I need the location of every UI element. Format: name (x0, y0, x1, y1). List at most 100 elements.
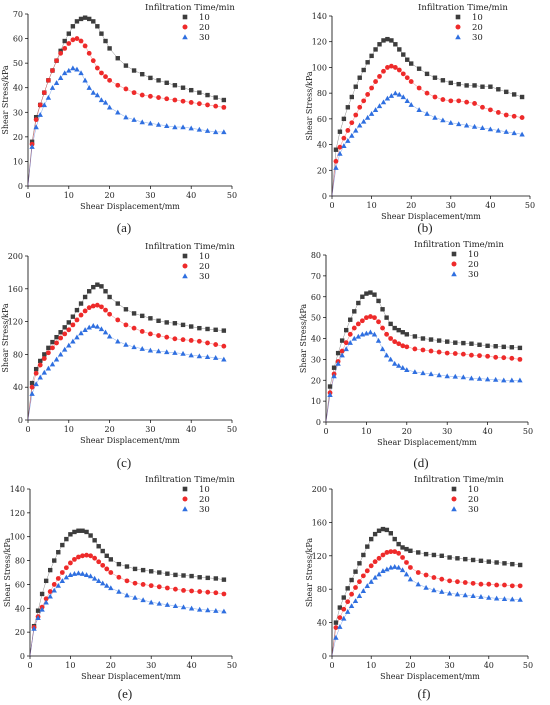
data-point-20 (92, 555, 98, 561)
y-tick-label: 120 (8, 318, 23, 327)
legend-marker-20 (182, 263, 188, 269)
data-point-20 (172, 97, 178, 103)
legend-marker-20 (455, 24, 461, 30)
data-point-30 (444, 373, 450, 379)
legend-label: 30 (468, 270, 479, 280)
data-point-20 (337, 144, 343, 150)
legend-marker-10 (182, 486, 188, 492)
legend-marker-20 (451, 261, 457, 267)
x-tick-label: 20 (406, 201, 416, 210)
data-point-30 (29, 143, 35, 149)
data-point-20 (156, 333, 161, 338)
data-point-20 (80, 553, 85, 559)
data-point-10 (156, 318, 161, 323)
data-point-20 (96, 559, 102, 565)
data-point-10 (392, 536, 397, 542)
series-line-10 (27, 17, 224, 187)
data-point-30 (106, 104, 113, 110)
data-point-20 (341, 606, 347, 612)
data-point-30 (396, 91, 403, 97)
x-tick-label: 10 (65, 661, 75, 670)
series-line-10 (27, 284, 224, 421)
data-point-20 (116, 574, 122, 580)
data-point-30 (74, 66, 80, 72)
data-point-30 (212, 129, 219, 135)
data-point-20 (54, 58, 59, 64)
data-point-30 (509, 596, 516, 602)
data-point-20 (353, 112, 359, 118)
data-point-10 (181, 573, 186, 578)
data-point-20 (494, 582, 500, 588)
data-point-30 (83, 572, 90, 578)
legend-title: Infiltration Time/min (414, 475, 504, 485)
data-point-10 (352, 309, 357, 314)
data-point-10 (140, 72, 145, 77)
data-point-30 (164, 123, 170, 128)
data-point-20 (164, 334, 170, 340)
legend-marker-10 (451, 486, 457, 492)
data-point-10 (78, 301, 84, 306)
data-point-10 (131, 311, 137, 316)
y-tick-label: 0 (322, 192, 327, 201)
data-point-10 (365, 544, 370, 549)
data-point-20 (361, 98, 367, 104)
data-point-20 (78, 312, 84, 318)
data-point-20 (478, 581, 484, 587)
y-tick-label: 0 (316, 418, 321, 427)
data-point-10 (416, 66, 422, 71)
data-point-10 (353, 569, 358, 574)
data-point-30 (468, 375, 475, 381)
data-point-30 (53, 356, 60, 362)
data-point-30 (94, 92, 101, 98)
data-point-20 (115, 317, 121, 323)
legend-marker-30 (455, 34, 461, 40)
data-point-10 (401, 52, 406, 57)
data-point-10 (29, 380, 35, 386)
data-point-20 (470, 580, 476, 586)
data-point-10 (43, 578, 49, 584)
data-point-10 (103, 289, 108, 294)
series-line-30 (325, 331, 520, 423)
data-point-20 (357, 104, 363, 110)
data-point-20 (423, 572, 429, 578)
data-point-20 (517, 356, 523, 362)
data-point-20 (349, 120, 355, 126)
x-axis-label: Shear Displacement/mm (80, 202, 180, 211)
data-point-30 (371, 331, 378, 337)
data-point-20 (100, 562, 106, 568)
data-point-10 (431, 552, 437, 558)
legend-label: 30 (199, 33, 210, 43)
y-axis-label: Shear Stress/kPa (1, 65, 10, 135)
data-point-30 (333, 165, 339, 170)
y-tick-label: 20 (317, 166, 327, 175)
legend-label: 20 (468, 495, 479, 505)
data-point-20 (436, 349, 442, 355)
data-point-10 (91, 284, 96, 290)
y-tick-label: 70 (13, 10, 23, 19)
data-point-20 (86, 305, 92, 311)
series-line-20 (29, 554, 224, 657)
data-point-10 (502, 561, 507, 566)
data-point-10 (70, 24, 76, 29)
data-point-30 (196, 606, 203, 612)
data-point-30 (86, 85, 92, 90)
data-point-10 (29, 139, 35, 144)
data-point-10 (496, 87, 501, 92)
data-point-30 (51, 587, 57, 593)
y-tick-label: 40 (317, 141, 327, 150)
data-point-30 (75, 570, 82, 576)
data-point-30 (356, 593, 363, 599)
data-point-10 (341, 595, 346, 600)
data-point-30 (33, 124, 39, 130)
data-point-30 (368, 111, 375, 116)
data-point-20 (365, 92, 371, 97)
data-point-20 (37, 362, 43, 368)
data-point-10 (213, 95, 218, 100)
data-point-10 (360, 294, 365, 299)
data-point-30 (188, 352, 194, 358)
data-point-20 (347, 331, 353, 337)
data-point-10 (333, 147, 339, 152)
data-point-30 (387, 356, 394, 362)
